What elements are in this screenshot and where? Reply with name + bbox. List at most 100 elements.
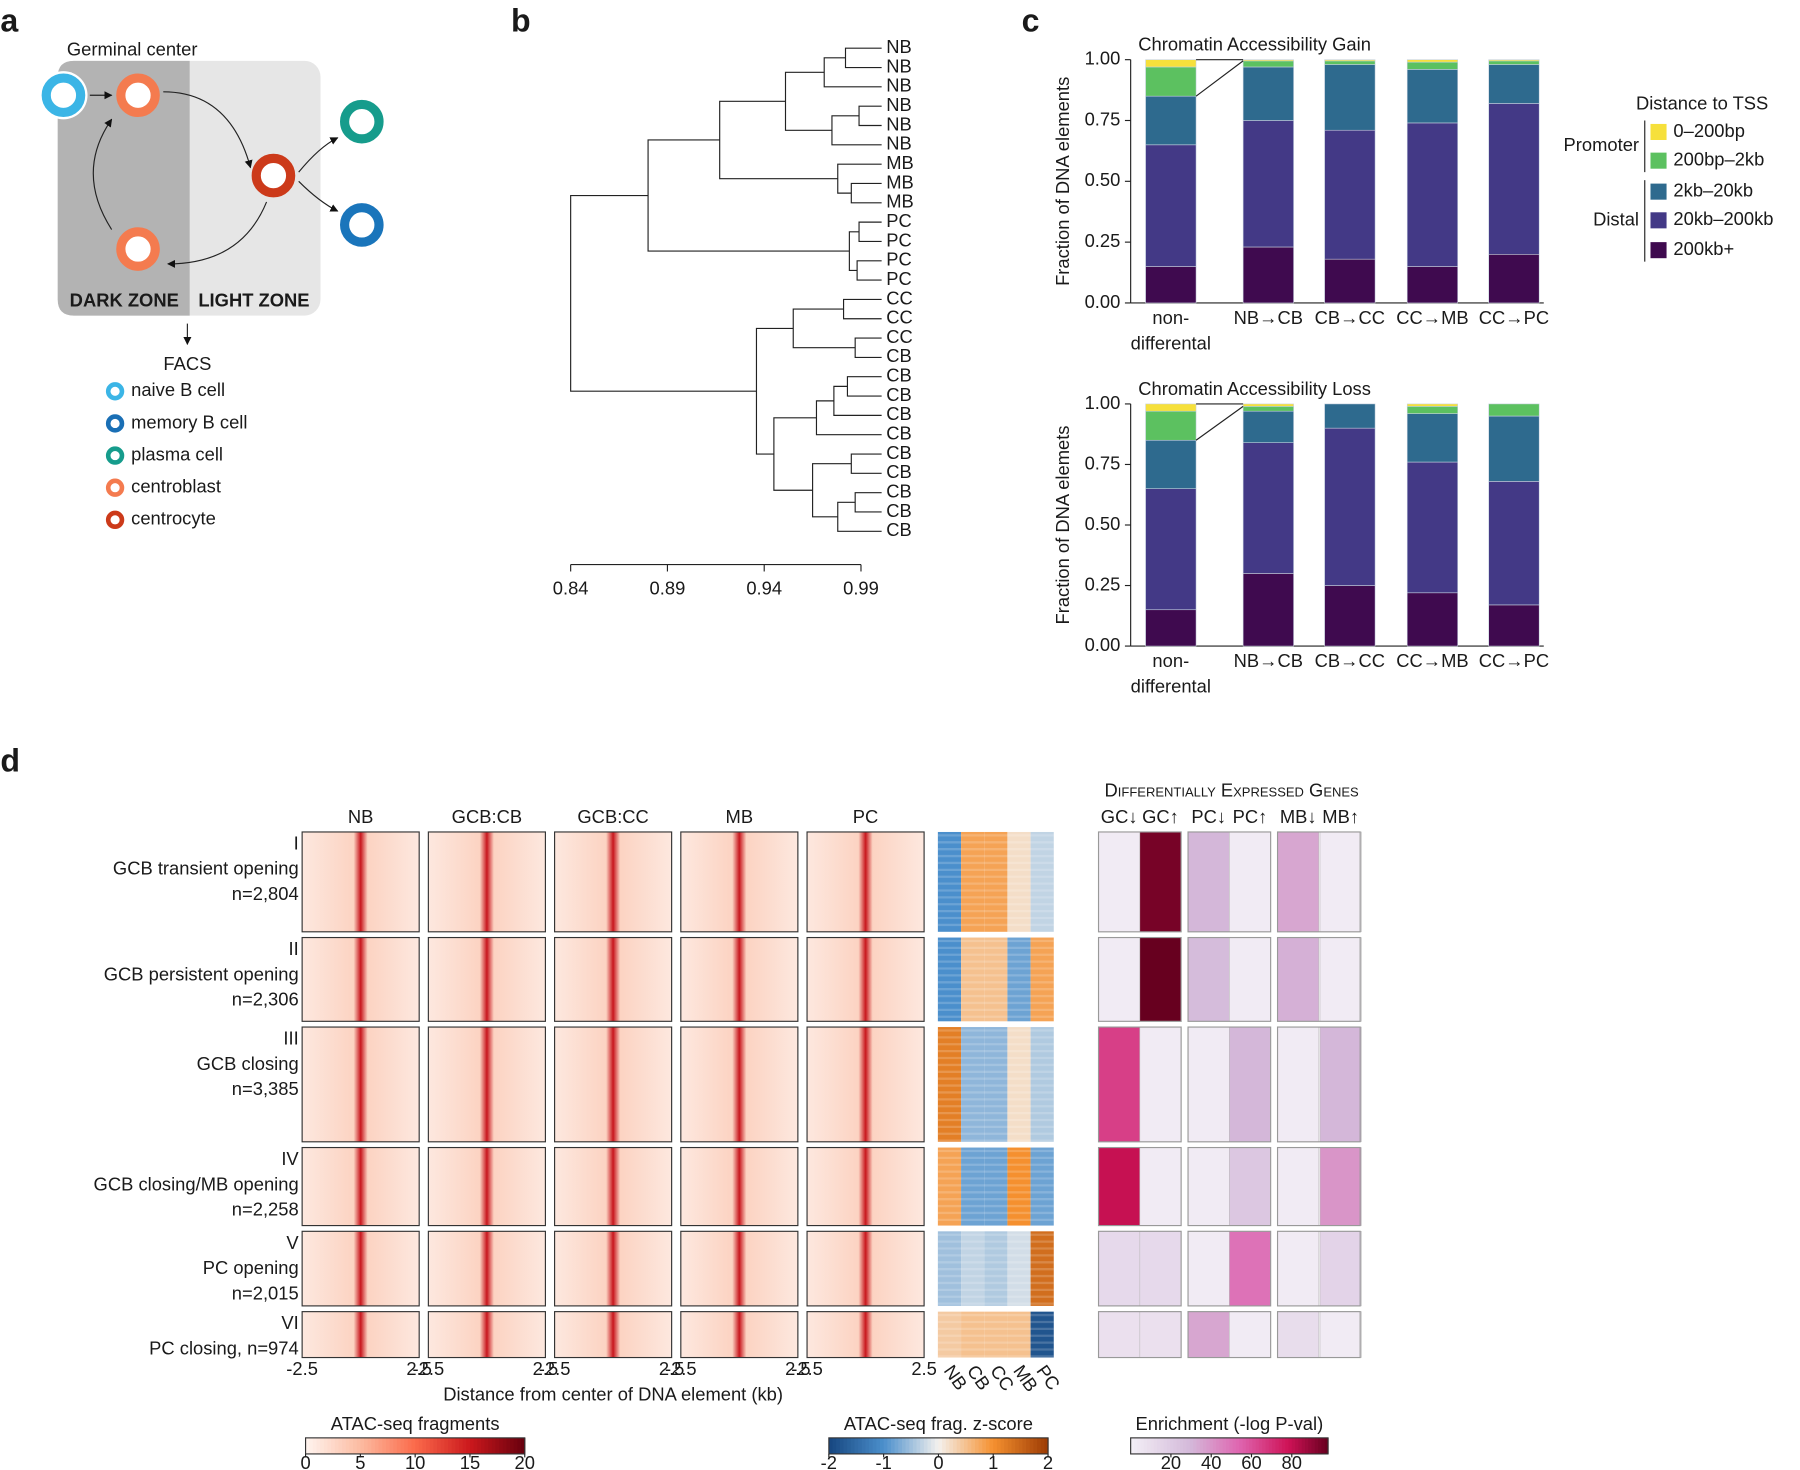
profile-heatmap: [680, 936, 799, 1022]
y-tick-label: 0.50: [1085, 513, 1121, 534]
x-tick-label: -2.5: [539, 1358, 571, 1379]
bar-segment: [1406, 122, 1458, 267]
enrichment-cell: [1098, 1026, 1141, 1143]
zscore-cell: [937, 1311, 962, 1358]
colorbar-step: [1298, 1437, 1303, 1454]
colorbar-step: [510, 1437, 515, 1454]
profile-heatmap: [427, 936, 546, 1022]
colorbar-step: [448, 1437, 453, 1454]
bar-segment: [1406, 266, 1458, 304]
cell-group-frame: [1097, 1146, 1182, 1227]
cell-group-frame: [1187, 1311, 1272, 1359]
chart-title: Chromatin Accessibility Loss: [1138, 378, 1371, 399]
column-header: MB: [726, 806, 754, 827]
leaf-label: CB: [886, 519, 912, 540]
bar-segment: [1488, 481, 1540, 606]
profile-heatmap: [301, 1311, 420, 1359]
enrichment-cell: [1098, 831, 1141, 933]
colorbar-step: [1163, 1437, 1168, 1454]
bar-segment: [1406, 413, 1458, 463]
colorbar-step: [876, 1437, 881, 1454]
dendrogram-link: [831, 115, 882, 146]
colorbar-step: [901, 1437, 907, 1454]
colorbar-step: [477, 1437, 482, 1454]
cell-group-frame: [1097, 1230, 1182, 1307]
enrichment-cell: [1277, 1147, 1320, 1226]
y-tick-label: 1.00: [1085, 392, 1121, 413]
colorbar-step: [1305, 1437, 1309, 1454]
colorbar-step: [342, 1437, 347, 1454]
colorbar-step: [429, 1437, 435, 1454]
profile-heatmap: [806, 831, 925, 933]
colorbar-step: [1216, 1437, 1221, 1454]
leaf-label: NB: [886, 36, 912, 57]
x-tick-label: CC→PC: [1479, 650, 1549, 671]
zscore-cell: [961, 1311, 985, 1358]
colorbar-step: [1156, 1437, 1161, 1454]
profile-heatmap: [806, 1026, 925, 1143]
colorbar-step: [920, 1437, 925, 1454]
colorbar-step: [869, 1437, 874, 1454]
dendrogram-link: [719, 100, 838, 180]
colorbar-step: [843, 1437, 848, 1454]
colorbar-step: [858, 1437, 863, 1454]
colorbar-step: [989, 1437, 994, 1454]
zscore-cell: [1007, 1147, 1031, 1226]
colorbar-step: [422, 1437, 427, 1454]
cluster-numeral: V: [286, 1232, 299, 1253]
colorbar-step: [850, 1437, 855, 1454]
y-tick-label: 0.25: [1085, 573, 1121, 594]
leaf-label: CB: [886, 442, 912, 463]
facs-label: FACS: [163, 353, 211, 374]
colorbar-step: [331, 1437, 336, 1454]
colorbar-step: [865, 1437, 870, 1454]
colorbar-step: [513, 1437, 519, 1454]
colorbar-step: [415, 1437, 420, 1454]
bar-segment: [1145, 95, 1197, 146]
colorbar-step: [1268, 1437, 1273, 1454]
colorbar-step: [353, 1437, 358, 1454]
cluster-numeral: III: [283, 1028, 298, 1049]
cluster-label: GCB closing/MB opening: [94, 1173, 299, 1194]
legend-label: naive B cell: [131, 379, 225, 400]
colorbar-step: [1170, 1437, 1174, 1454]
colorbar-step: [1173, 1437, 1178, 1454]
colorbar-step: [437, 1437, 442, 1454]
legend-swatch: [105, 382, 125, 401]
zscore-cell: [1007, 1311, 1031, 1358]
dendrogram-link: [833, 385, 882, 416]
colorbar-step: [349, 1437, 354, 1454]
colorbar-step: [1147, 1437, 1151, 1454]
profile-heatmap: [806, 936, 925, 1022]
enrichment-cell: [1229, 937, 1271, 1022]
x-tick-label: 2.5: [406, 1358, 432, 1379]
colorbar-step: [964, 1437, 969, 1454]
zscore-cell: [984, 1027, 1008, 1142]
colorbar-step: [502, 1437, 508, 1454]
colorbar-step: [1262, 1437, 1267, 1454]
colorbar-step: [1324, 1437, 1329, 1454]
colorbar-label: ATAC-seq fragments: [331, 1413, 500, 1434]
x-tick-label: -2.5: [286, 1358, 318, 1379]
enrichment-cell: [1187, 1147, 1230, 1226]
leaf-label: PC: [886, 210, 912, 231]
colorbar-tick-label: 15: [460, 1452, 480, 1470]
cell-group-frame: [1276, 936, 1361, 1022]
enrichment-cell: [1187, 1231, 1230, 1307]
colorbar-step: [898, 1437, 903, 1454]
cell-group-frame: [1187, 1026, 1272, 1143]
cell-group-frame: [1276, 1146, 1361, 1227]
colorbar-step: [389, 1437, 394, 1454]
colorbar-step: [1196, 1437, 1201, 1454]
leaf-label: CB: [886, 481, 912, 502]
x-tick-label: NB→CB: [1234, 650, 1303, 671]
colorbar-label: Enrichment (-log P-val): [1135, 1413, 1323, 1434]
leaf-label: PC: [886, 229, 912, 250]
colorbar-step: [832, 1437, 837, 1454]
column-header: PC↓: [1191, 806, 1226, 827]
legend-label: plasma cell: [131, 443, 223, 464]
naive-cell: [41, 73, 86, 118]
memory-cell: [340, 203, 384, 247]
bar-segment: [1488, 59, 1540, 62]
colorbar-tick-label: 1: [988, 1452, 998, 1470]
